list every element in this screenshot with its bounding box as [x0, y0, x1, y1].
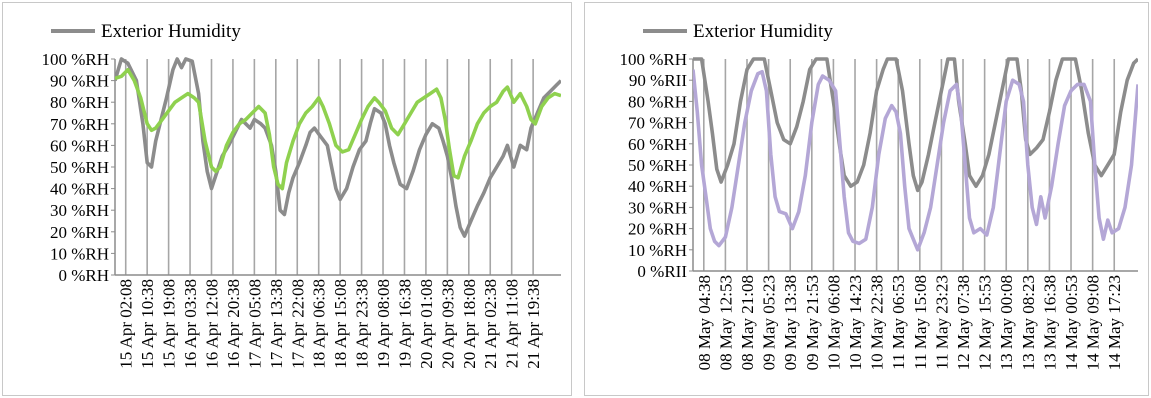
y-tick-label: 90 %RH: [50, 72, 109, 91]
y-tick-label: 90 %RII: [629, 71, 687, 90]
x-tick-label: 17 Apr 22:08: [288, 279, 307, 369]
x-tick-label: 12 May 15:53: [976, 275, 995, 370]
y-tick-label: 100 %RH: [41, 50, 109, 69]
y-tick-label: 40 %RH: [628, 177, 687, 196]
x-tick-label: 14 May 00:53: [1062, 275, 1081, 370]
x-tick-label: 14 May 09:08: [1084, 275, 1103, 370]
x-tick-label: 13 May 08:23: [1019, 275, 1038, 370]
x-tick-label: 09 May 21:53: [803, 275, 822, 370]
x-tick-label: 15 Apr 02:08: [117, 279, 136, 369]
y-tick-label: 100 %RH: [619, 50, 687, 69]
x-tick-label: 21 Apr 19:38: [524, 279, 543, 369]
x-tick-label: 08 May 04:38: [695, 275, 714, 370]
x-tick-label: 17 Apr 13:38: [267, 279, 286, 369]
legend-label: Exterior Humidity: [693, 21, 833, 42]
x-tick-label: 20 Apr 01:08: [417, 279, 436, 369]
y-tick-label: 10 %RH: [50, 244, 109, 263]
x-tick-label: 18 Apr 06:38: [310, 279, 329, 369]
y-tick-label: 20 %RH: [628, 220, 687, 239]
x-tick-label: 17 Apr 05:08: [245, 279, 264, 369]
y-tick-label: 30 %RH: [50, 201, 109, 220]
series-line-conventional-greenhouse: [693, 69, 1138, 252]
x-tick-label: 16 Apr 20:38: [224, 279, 243, 369]
x-tick-label: 11 May 23:23: [932, 275, 951, 370]
x-tick-label: 11 May 06:53: [889, 275, 908, 370]
x-tick-label: 18 Apr 23:38: [353, 279, 372, 369]
y-tick-label: 10 %RH: [628, 241, 687, 260]
chart-strawbale: 0 %RH 10 %RH 20 %RH 30 %RH 40 %RH 50 %RH 60 %R…: [2, 2, 572, 396]
series-line-exterior-humidity: [693, 57, 1138, 193]
x-tick-label: 16 Apr 12:08: [202, 279, 221, 369]
x-tick-label: 19 Apr 08:08: [374, 279, 393, 369]
x-tick-label: 14 May 17:23: [1105, 275, 1124, 370]
y-tick-label: 70 %RH: [50, 115, 109, 134]
x-tick-label: 08 May 21:08: [738, 275, 757, 370]
gridlines: [124, 59, 534, 275]
y-tick-label: 0 %RII: [637, 262, 687, 281]
y-tick-label: 80 %RH: [50, 93, 109, 112]
legend-label: Exterior Humidity: [101, 21, 241, 42]
y-tick-label: 70 %RH: [628, 114, 687, 133]
chart-conventional-svg: 0 %RII 10 %RH 20 %RH 30 %RH 40 %RH 50 %RH 60 %…: [619, 21, 1138, 370]
x-tick-label: 21 Apr 11:08: [503, 279, 522, 368]
x-tick-label: 09 May 05:23: [760, 275, 779, 370]
y-tick-label: 50 %RH: [628, 156, 687, 175]
x-tick-label: 11 May 15:08: [911, 275, 930, 370]
chart-conventional: 0 %RII 10 %RH 20 %RH 30 %RH 40 %RH 50 %RH 60 %…: [584, 2, 1149, 396]
series-line-strawbale-greenhouse: [115, 68, 561, 191]
x-tick-label: 10 May 22:38: [868, 275, 887, 370]
x-tick-label: 16 Apr 03:38: [181, 279, 200, 369]
x-tick-label: 13 May 00:08: [997, 275, 1016, 370]
x-tick-label: 20 Apr 09:38: [438, 279, 457, 369]
x-tick-label: 15 Apr 10:38: [138, 279, 157, 369]
y-tick-label: 30 %RH: [628, 198, 687, 217]
x-tick-label: 10 May 14:23: [846, 275, 865, 370]
y-tick-label: 50 %RH: [50, 158, 109, 177]
x-tick-label: 13 May 16:38: [1040, 275, 1059, 370]
x-tick-label: 20 Apr 18:08: [460, 279, 479, 369]
y-tick-label: 40 %RH: [50, 180, 109, 199]
x-tick-label: 18 Apr 15:08: [331, 279, 350, 369]
y-tick-label: 20 %RH: [50, 223, 109, 242]
y-tick-label: 60 %RH: [628, 135, 687, 154]
x-tick-label: 12 May 07:38: [954, 275, 973, 370]
y-tick-label: 0 %RH: [58, 266, 109, 285]
y-tick-label: 80 %RH: [628, 92, 687, 111]
x-tick-label: 08 May 12:53: [716, 275, 735, 370]
x-tick-label: 21 Apr 02:38: [481, 279, 500, 369]
x-tick-label: 19 Apr 16:38: [395, 279, 414, 369]
chart-strawbale-svg: 0 %RH 10 %RH 20 %RH 30 %RH 40 %RH 50 %RH 60 %R…: [41, 21, 561, 369]
y-tick-label: 60 %RH: [50, 136, 109, 155]
x-tick-label: 15 Apr 19:08: [160, 279, 179, 369]
series-line-exterior-humidity: [115, 57, 561, 238]
x-tick-label: 09 May 13:38: [781, 275, 800, 370]
x-tick-label: 10 May 06:08: [824, 275, 843, 370]
